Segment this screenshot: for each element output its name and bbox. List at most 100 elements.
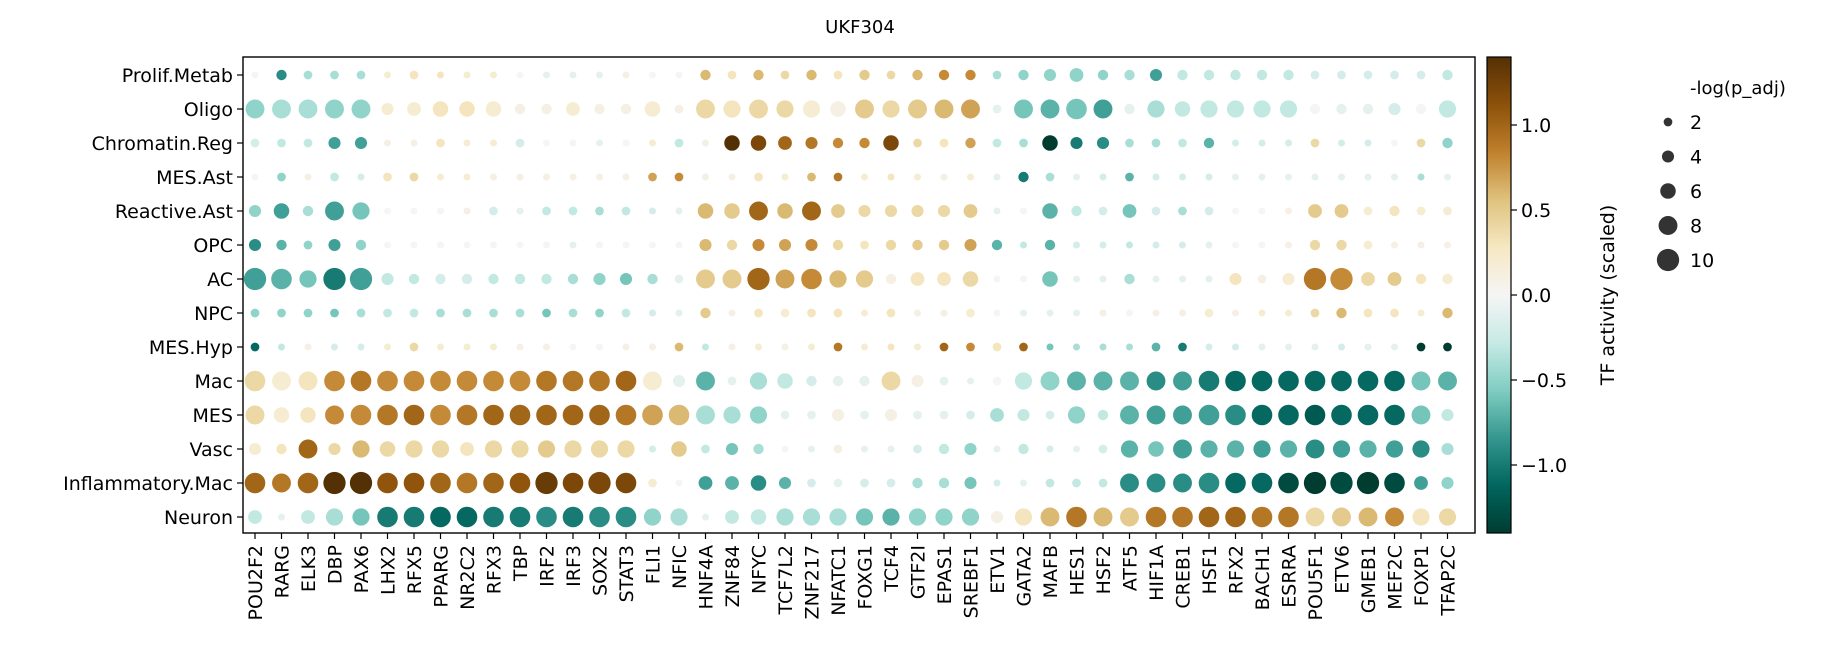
dot-Mac-HNF4A (696, 371, 715, 391)
dot-NPC-STAT3 (621, 308, 631, 318)
dot-Reactive.Ast-TFAP2C (1443, 206, 1452, 216)
row-label: Prolif.Metab (122, 65, 233, 87)
dot-Vasc-CREB1 (1173, 439, 1192, 459)
dot-Reactive.Ast-SREBF1 (963, 204, 978, 218)
dot-Prolif.Metab-GMEB1 (1363, 70, 1373, 80)
dot-Oligo-TFAP2C (1438, 100, 1457, 118)
colorbar: 1.0 0.5 0.0 −0.5 −1.0 TF activity (scaled) (1486, 56, 1619, 534)
dot-Mac-BACH1 (1251, 370, 1273, 392)
dot-NPC-ZNF217 (807, 308, 816, 318)
dot-AC-GTF2I (910, 272, 925, 286)
dot-Inflammatory.Mac-TCF4 (886, 478, 896, 488)
dot-MES-IRF3 (562, 404, 584, 426)
dot-MES.Ast-ELK3 (304, 173, 312, 181)
dot-MES-ESRRA (1278, 404, 1299, 426)
dot-MES-NFATC1 (831, 408, 845, 422)
dot-MES.Ast-GTF2I (914, 173, 921, 181)
dot-OPC-ATF5 (1126, 241, 1133, 249)
dot-Neuron-LHX2 (377, 506, 398, 528)
dot-MES-ATF5 (1120, 405, 1139, 425)
dot-Inflammatory.Mac-NR2C2 (456, 472, 478, 494)
colorbar-tick-label: 1.0 (1521, 115, 1551, 137)
dot-Neuron-ESRRA (1278, 506, 1299, 528)
colorbar-gradient (1486, 56, 1512, 534)
dot-AC-FOXP1 (1415, 273, 1427, 285)
dot-NPC-HSF2 (1099, 309, 1107, 317)
dot-Inflammatory.Mac-POU5F1 (1303, 471, 1327, 495)
column-label: TFAP2C (1438, 545, 1460, 617)
column-label: IRF3 (563, 545, 585, 587)
dot-MES.Ast-ATF5 (1125, 172, 1134, 182)
dot-Reactive.Ast-MEF2C (1389, 205, 1400, 217)
dot-NPC-ZNF84 (728, 309, 736, 317)
dot-Prolif.Metab-ELK3 (303, 70, 313, 80)
size-legend-dot (1661, 150, 1675, 163)
dot-Chromatin.Reg-ETV6 (1338, 139, 1345, 147)
size-legend-title: -log(p_adj) (1690, 78, 1786, 99)
dot-AC-GATA2 (1020, 275, 1027, 283)
dot-NPC-POU5F1 (1310, 308, 1320, 318)
row-label: MES.Hyp (149, 337, 233, 359)
dot-Oligo-MEF2C (1388, 102, 1401, 116)
dot-OPC-NFIC (675, 241, 683, 249)
dot-Chromatin.Reg-ELK3 (303, 138, 313, 148)
dot-MES-TCF4 (884, 408, 898, 422)
dot-Chromatin.Reg-HES1 (1070, 136, 1083, 150)
dot-Chromatin.Reg-NFIC (674, 138, 684, 148)
dot-Vasc-EPAS1 (938, 443, 950, 455)
dot-MES-FLI1 (642, 404, 663, 426)
dot-MES-POU5F1 (1304, 404, 1326, 426)
dot-Reactive.Ast-RFX2 (1232, 207, 1239, 215)
dot-Oligo-TCF7L2 (776, 100, 794, 118)
dot-Reactive.Ast-BACH1 (1258, 207, 1266, 215)
dot-MES.Ast-TFAP2C (1444, 173, 1451, 181)
dot-Oligo-FLI1 (644, 101, 661, 117)
dot-Mac-ETV6 (1331, 370, 1352, 392)
dot-OPC-ESRRA (1285, 241, 1292, 249)
dot-MES.Ast-LHX2 (383, 172, 392, 182)
column-label: PAX6 (351, 545, 373, 593)
dot-Vasc-MAFB (1046, 445, 1054, 453)
dot-MES.Hyp-HSF2 (1099, 343, 1107, 351)
dot-Neuron-GMEB1 (1358, 507, 1378, 527)
dot-Mac-HSF2 (1093, 371, 1113, 391)
dot-Neuron-TFAP2C (1438, 508, 1457, 526)
dot-OPC-RFX3 (490, 241, 497, 249)
column-label: ETV1 (987, 545, 1009, 594)
dot-NPC-NFATC1 (833, 308, 843, 318)
dot-Prolif.Metab-FLI1 (649, 71, 656, 79)
dot-Neuron-NFYC (750, 509, 767, 525)
dot-Prolif.Metab-LHX2 (384, 71, 391, 79)
colorbar-tick-label: 0.0 (1521, 285, 1551, 307)
dot-NPC-NFYC (754, 308, 763, 318)
dot-OPC-RARG (276, 239, 287, 251)
dot-Vasc-HIF1A (1148, 441, 1164, 457)
dot-Reactive.Ast-TCF7L2 (777, 203, 793, 219)
dot-Mac-POU2F2 (244, 370, 266, 392)
dot-Reactive.Ast-TBP (516, 207, 524, 215)
dot-MES.Ast-GATA2 (1018, 171, 1029, 183)
dot-OPC-CREB1 (1179, 241, 1186, 249)
dot-Inflammatory.Mac-RFX5 (403, 472, 425, 494)
dot-Prolif.Metab-HSF1 (1203, 69, 1215, 81)
dot-MES-IRF2 (536, 404, 557, 426)
row-label: MES.Ast (156, 167, 233, 189)
dot-AC-ZNF217 (801, 268, 822, 290)
dot-Neuron-HIF1A (1145, 506, 1167, 528)
dot-Vasc-HSF2 (1098, 444, 1108, 454)
dot-Inflammatory.Mac-HSF1 (1198, 472, 1220, 494)
dot-Mac-RFX2 (1225, 370, 1246, 392)
dot-Oligo-PAX6 (351, 99, 371, 119)
dot-Mac-RFX3 (483, 370, 504, 392)
size-legend-label: 8 (1690, 216, 1702, 238)
dot-Prolif.Metab-IRF3 (569, 71, 577, 79)
dot-NPC-FLI1 (649, 309, 656, 317)
row-label: OPC (193, 235, 233, 257)
dot-Chromatin.Reg-SOX2 (596, 139, 603, 147)
colorbar-tick-label: −1.0 (1521, 455, 1567, 477)
dot-Prolif.Metab-EPAS1 (938, 69, 950, 81)
dot-AC-HES1 (1073, 275, 1080, 283)
dot-OPC-BACH1 (1258, 241, 1266, 249)
dot-MES-PAX6 (350, 404, 372, 426)
